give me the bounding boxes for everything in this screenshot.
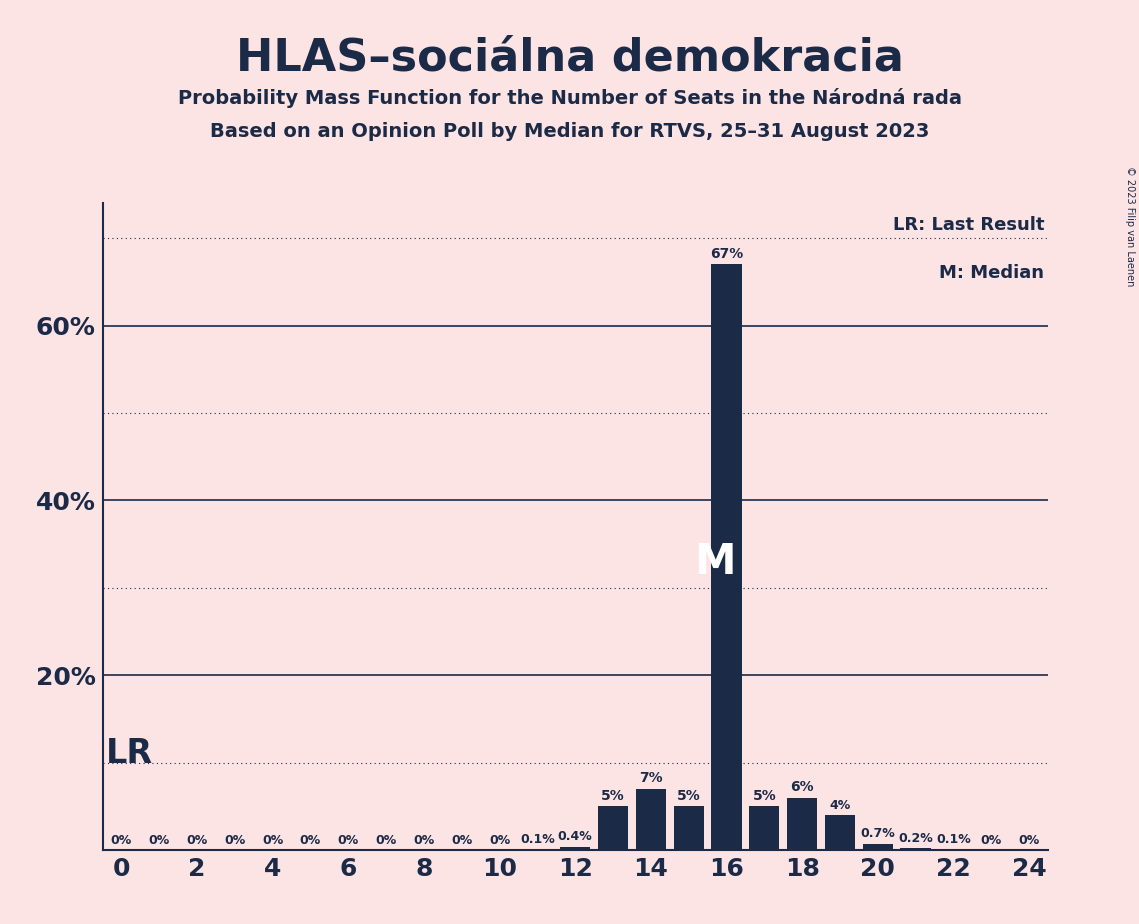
Text: M: Median: M: Median	[939, 264, 1044, 283]
Text: 0.1%: 0.1%	[521, 833, 555, 845]
Bar	[560, 846, 590, 850]
Text: 0%: 0%	[148, 833, 170, 846]
Text: 0%: 0%	[1018, 833, 1040, 846]
Text: 0.4%: 0.4%	[558, 830, 592, 843]
Text: HLAS–sociálna demokracia: HLAS–sociálna demokracia	[236, 37, 903, 80]
Bar	[787, 797, 817, 850]
Text: 6%: 6%	[790, 780, 814, 794]
Bar	[749, 807, 779, 850]
Bar	[901, 848, 931, 850]
Text: 0%: 0%	[224, 833, 246, 846]
Bar	[862, 844, 893, 850]
Text: 0%: 0%	[376, 833, 396, 846]
Text: 0.1%: 0.1%	[936, 833, 970, 845]
Text: 0%: 0%	[489, 833, 510, 846]
Text: 0%: 0%	[981, 833, 1002, 846]
Text: 5%: 5%	[753, 789, 776, 803]
Text: 4%: 4%	[829, 798, 851, 811]
Bar	[825, 815, 855, 850]
Text: 0.2%: 0.2%	[899, 832, 933, 845]
Text: 0%: 0%	[110, 833, 132, 846]
Bar	[636, 789, 666, 850]
Bar	[598, 807, 628, 850]
Text: 0%: 0%	[300, 833, 321, 846]
Text: 67%: 67%	[710, 247, 743, 261]
Text: © 2023 Filip van Laenen: © 2023 Filip van Laenen	[1125, 166, 1134, 286]
Text: Based on an Opinion Poll by Median for RTVS, 25–31 August 2023: Based on an Opinion Poll by Median for R…	[210, 122, 929, 141]
Text: 0%: 0%	[337, 833, 359, 846]
Text: LR: LR	[106, 737, 154, 771]
Text: 5%: 5%	[601, 789, 625, 803]
Text: 0%: 0%	[451, 833, 473, 846]
Text: Probability Mass Function for the Number of Seats in the Národná rada: Probability Mass Function for the Number…	[178, 88, 961, 108]
Text: 0%: 0%	[187, 833, 207, 846]
Text: LR: Last Result: LR: Last Result	[893, 216, 1044, 235]
Text: 5%: 5%	[677, 789, 700, 803]
Text: 7%: 7%	[639, 772, 663, 785]
Bar	[712, 264, 741, 850]
Text: 0%: 0%	[262, 833, 284, 846]
Text: 0.7%: 0.7%	[860, 828, 895, 841]
Text: M: M	[695, 541, 736, 583]
Text: 0%: 0%	[413, 833, 435, 846]
Bar	[673, 807, 704, 850]
